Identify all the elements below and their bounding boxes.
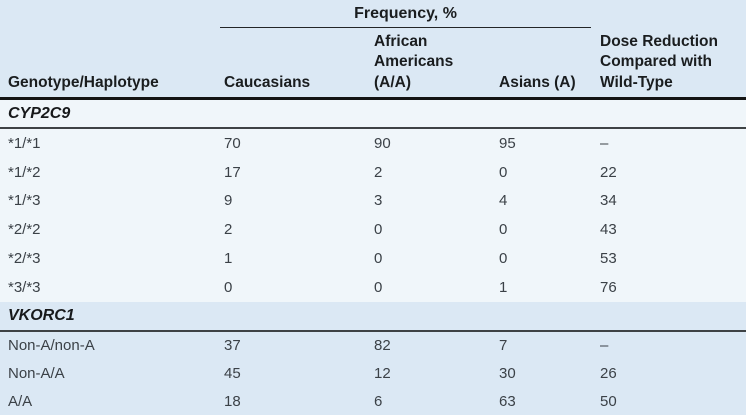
cell-frequency-caucasians: 2 (224, 221, 233, 239)
cell-frequency-african-americans: 0 (374, 250, 383, 268)
cell-dose-reduction: 26 (600, 364, 617, 382)
table-row: *3/*3 0 0 1 76 (0, 273, 746, 302)
table-row: *1/*3 9 3 4 34 (0, 187, 746, 216)
cell-genotype: *1/*2 (8, 163, 41, 181)
cell-frequency-caucasians: 9 (224, 192, 233, 210)
column-header-genotype-haplotype: Genotype/Haplotype (8, 74, 159, 92)
table-row: *1/*1 70 90 95 – (0, 129, 746, 158)
cell-dose-reduction: 53 (600, 250, 617, 268)
section-label: VKORC1 (8, 306, 75, 324)
section-header: VKORC1 (0, 302, 746, 332)
column-header-asians: Asians (A) (499, 74, 576, 92)
cell-genotype: Non-A/non-A (8, 337, 95, 355)
cell-frequency-african-americans: 90 (374, 134, 391, 152)
cell-frequency-asians: 95 (499, 134, 516, 152)
cell-frequency-african-americans: 6 (374, 392, 383, 410)
cell-frequency-african-americans: 0 (374, 221, 383, 239)
cell-frequency-asians: 0 (499, 221, 508, 239)
cell-dose-reduction: 34 (600, 192, 617, 210)
cell-frequency-african-americans: 3 (374, 192, 383, 210)
section-header: CYP2C9 (0, 100, 746, 129)
section-label: CYP2C9 (8, 104, 71, 122)
cell-genotype: *2/*3 (8, 250, 41, 268)
cell-dose-reduction: 43 (600, 221, 617, 239)
cell-dose-reduction: 50 (600, 392, 617, 410)
cell-dose-reduction: – (600, 337, 609, 355)
table-row: *2/*3 1 0 0 53 (0, 244, 746, 273)
cell-frequency-caucasians: 37 (224, 337, 241, 355)
cell-genotype: *1/*3 (8, 192, 41, 210)
cell-frequency-caucasians: 18 (224, 392, 241, 410)
table-row: Non-A/non-A 37 82 7 – (0, 332, 746, 360)
table-row: A/A 18 6 63 50 (0, 387, 746, 415)
cell-frequency-african-americans: 12 (374, 364, 391, 382)
cell-frequency-asians: 1 (499, 278, 508, 296)
cell-frequency-asians: 0 (499, 250, 508, 268)
section-rows: Non-A/non-A 37 82 7 – Non-A/A 45 12 30 2… (0, 332, 746, 415)
column-header-caucasians: Caucasians (224, 74, 311, 92)
section-rows: *1/*1 70 90 95 – *1/*2 17 2 0 22 *1/*3 9… (0, 129, 746, 302)
cell-genotype: A/A (8, 392, 33, 410)
table-row: *2/*2 2 0 0 43 (0, 215, 746, 244)
cell-genotype: Non-A/A (8, 364, 65, 382)
cell-frequency-asians: 7 (499, 337, 508, 355)
cell-frequency-asians: 30 (499, 364, 516, 382)
cell-frequency-caucasians: 0 (224, 278, 233, 296)
cell-frequency-african-americans: 0 (374, 278, 383, 296)
cell-dose-reduction: 76 (600, 278, 617, 296)
frequency-group-header: Frequency, % (220, 5, 591, 28)
cell-dose-reduction: – (600, 134, 609, 152)
cell-frequency-caucasians: 1 (224, 250, 233, 268)
table-row: *1/*2 17 2 0 22 (0, 158, 746, 187)
column-header-african-americans: African Americans (A/A) (374, 32, 454, 92)
table-row: Non-A/A 45 12 30 26 (0, 359, 746, 387)
cell-frequency-asians: 0 (499, 163, 508, 181)
cell-genotype: *2/*2 (8, 221, 41, 239)
cell-genotype: *1/*1 (8, 134, 41, 152)
table-body: CYP2C9 *1/*1 70 90 95 – *1/*2 17 2 0 22 … (0, 100, 746, 415)
cell-frequency-asians: 63 (499, 392, 516, 410)
cell-frequency-caucasians: 70 (224, 134, 241, 152)
table-header: Frequency, % Genotype/Haplotype Caucasia… (0, 0, 746, 100)
column-header-dose-reduction: Dose Reduction Compared with Wild-Type (600, 32, 718, 92)
cell-dose-reduction: 22 (600, 163, 617, 181)
column-header-row: Genotype/Haplotype Caucasians African Am… (0, 32, 746, 94)
cell-genotype: *3/*3 (8, 278, 41, 296)
cell-frequency-caucasians: 17 (224, 163, 241, 181)
cell-frequency-african-americans: 82 (374, 337, 391, 355)
cell-frequency-caucasians: 45 (224, 364, 241, 382)
cell-frequency-asians: 4 (499, 192, 508, 210)
cell-frequency-african-americans: 2 (374, 163, 383, 181)
